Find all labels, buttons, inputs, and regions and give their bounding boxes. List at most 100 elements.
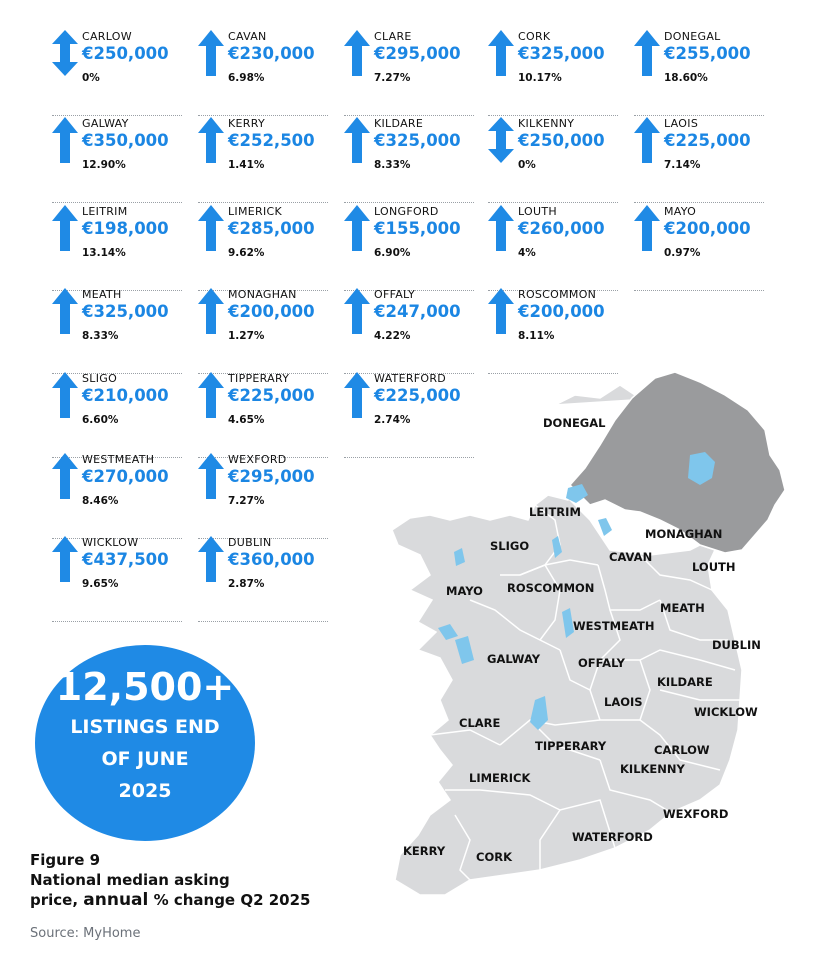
- county-card-leitrim: LEITRIM €198,000 13.14%: [52, 205, 182, 291]
- county-change: 6.98%: [228, 72, 265, 84]
- county-card-laois: LAOIS €225,000 7.14%: [634, 117, 764, 203]
- map-label-wicklow: WICKLOW: [694, 705, 758, 719]
- figure-number: Figure 9: [30, 851, 101, 869]
- county-price: €295,000: [374, 44, 461, 63]
- county-name: MEATH: [82, 288, 122, 301]
- up-down-arrow-icon: [52, 30, 78, 76]
- county-card-clare: CLARE €295,000 7.27%: [344, 30, 474, 116]
- county-price: €285,000: [228, 219, 315, 238]
- divider: [198, 373, 328, 374]
- county-price: €325,000: [374, 131, 461, 150]
- map-label-galway: GALWAY: [487, 652, 541, 666]
- county-boundaries: [429, 504, 740, 881]
- county-name: KILDARE: [374, 117, 424, 130]
- map-label-kilkenny: KILKENNY: [620, 762, 686, 776]
- county-name: LEITRIM: [82, 205, 128, 218]
- county-card-cavan: CAVAN €230,000 6.98%: [198, 30, 328, 116]
- map-label-waterford: WATERFORD: [572, 830, 653, 844]
- county-name: SLIGO: [82, 372, 118, 385]
- listings-bubble: 12,500+ LISTINGS END OF JUNE 2025: [35, 645, 255, 841]
- county-name: KERRY: [228, 117, 265, 130]
- map-label-mayo: MAYO: [446, 584, 483, 598]
- map-label-offaly: OFFALY: [578, 656, 626, 670]
- up-arrow-icon: [488, 205, 514, 251]
- county-price: €225,000: [664, 131, 751, 150]
- divider: [52, 457, 182, 458]
- listings-line-2: OF JUNE: [101, 748, 189, 770]
- up-arrow-icon: [488, 30, 514, 76]
- county-name: DUBLIN: [228, 536, 272, 549]
- county-card-galway: GALWAY €350,000 12.90%: [52, 117, 182, 203]
- map-label-laois: LAOIS: [604, 695, 643, 709]
- up-arrow-icon: [52, 372, 78, 418]
- northern-ireland-shape: [568, 371, 786, 554]
- county-name: CLARE: [374, 30, 412, 43]
- caption-line-1: National median asking: [30, 871, 230, 889]
- map-label-cork: CORK: [476, 850, 513, 864]
- divider: [344, 290, 474, 291]
- map-label-kildare: KILDARE: [657, 675, 713, 689]
- county-card-wicklow: WICKLOW €437,500 9.65%: [52, 536, 182, 622]
- county-name: MONAGHAN: [228, 288, 297, 301]
- county-price: €198,000: [82, 219, 169, 238]
- divider: [198, 290, 328, 291]
- map-label-kerry: KERRY: [403, 844, 446, 858]
- divider: [488, 290, 618, 291]
- divider: [344, 373, 474, 374]
- county-change: 12.90%: [82, 159, 126, 171]
- up-arrow-icon: [52, 288, 78, 334]
- county-name: WATERFORD: [374, 372, 447, 385]
- map-label-meath: MEATH: [660, 601, 705, 615]
- county-name: TIPPERARY: [228, 372, 290, 385]
- county-price: €250,000: [82, 44, 169, 63]
- caption-pre: price,: [30, 891, 84, 909]
- caption-post: % change Q2 2025: [148, 891, 311, 909]
- county-change: 0.97%: [664, 247, 701, 259]
- up-arrow-icon: [634, 205, 660, 251]
- divider: [198, 621, 328, 622]
- county-price: €260,000: [518, 219, 605, 238]
- county-change: 8.46%: [82, 495, 119, 507]
- divider: [634, 290, 764, 291]
- county-price: €200,000: [228, 302, 315, 321]
- ireland-map: DONEGAL LEITRIM SLIGO MONAGHAN CAVAN LOU…: [391, 371, 786, 896]
- up-arrow-icon: [634, 117, 660, 163]
- listings-count: 12,500+: [55, 665, 235, 709]
- county-card-tipperary: TIPPERARY €225,000 4.65%: [198, 372, 328, 458]
- up-arrow-icon: [198, 117, 224, 163]
- county-name: CARLOW: [82, 30, 132, 43]
- map-label-louth: LOUTH: [692, 560, 736, 574]
- up-arrow-icon: [344, 372, 370, 418]
- up-arrow-icon: [52, 536, 78, 582]
- county-change: 9.62%: [228, 247, 265, 259]
- up-arrow-icon: [52, 453, 78, 499]
- county-price: €200,000: [664, 219, 751, 238]
- county-price: €210,000: [82, 386, 169, 405]
- county-name: ROSCOMMON: [518, 288, 597, 301]
- county-name: CAVAN: [228, 30, 267, 43]
- county-change: 7.27%: [374, 72, 411, 84]
- county-change: 10.17%: [518, 72, 562, 84]
- figure-caption: Figure 9 National median asking price, a…: [30, 850, 310, 910]
- county-price: €437,500: [82, 550, 169, 569]
- county-change: 8.33%: [374, 159, 411, 171]
- divider: [488, 373, 618, 374]
- county-card-donegal: DONEGAL €255,000 18.60%: [634, 30, 764, 116]
- county-name: KILKENNY: [518, 117, 575, 130]
- county-price: €247,000: [374, 302, 461, 321]
- county-change: 0%: [82, 72, 100, 84]
- divider: [52, 373, 182, 374]
- map-label-tipperary: TIPPERARY: [535, 739, 607, 753]
- caption-line-2: price, annual % change Q2 2025: [30, 890, 310, 910]
- county-price: €350,000: [82, 131, 169, 150]
- county-name: WESTMEATH: [82, 453, 155, 466]
- county-change: 7.27%: [228, 495, 265, 507]
- county-card-limerick: LIMERICK €285,000 9.62%: [198, 205, 328, 291]
- county-card-wexford: WEXFORD €295,000 7.27%: [198, 453, 328, 539]
- up-arrow-icon: [344, 205, 370, 251]
- county-change: 2.87%: [228, 578, 265, 590]
- up-arrow-icon: [198, 536, 224, 582]
- county-change: 2.74%: [374, 414, 411, 426]
- county-card-louth: LOUTH €260,000 4%: [488, 205, 618, 291]
- divider: [634, 202, 764, 203]
